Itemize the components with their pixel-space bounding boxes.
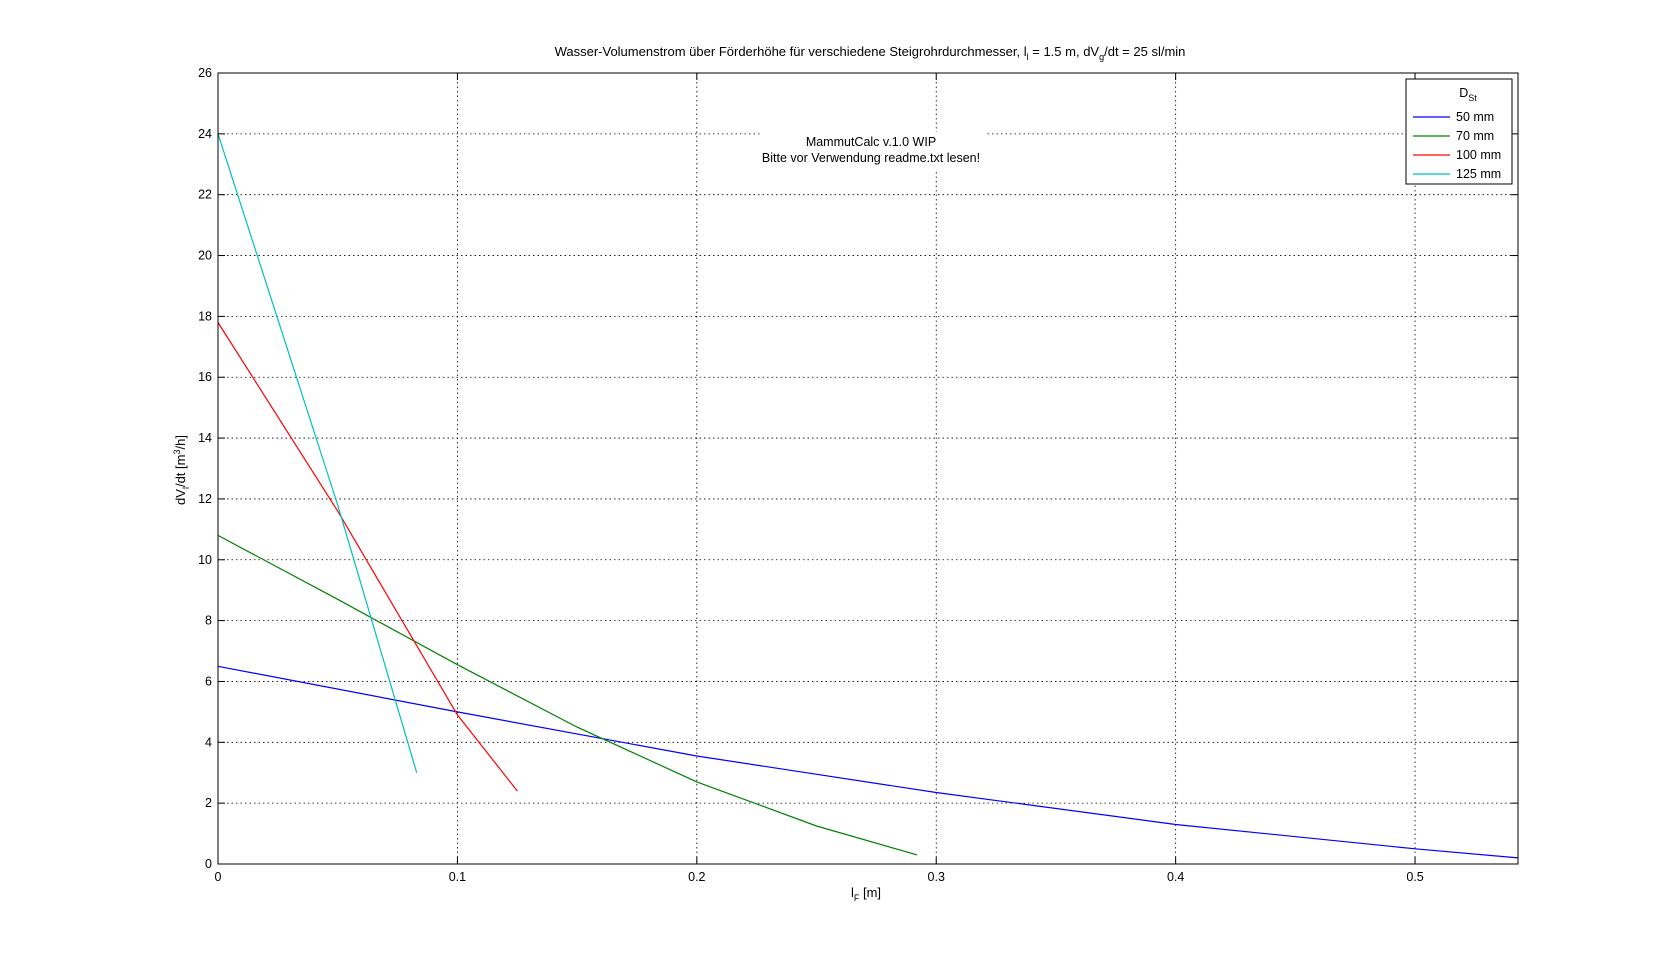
y-tick-label: 24 <box>198 127 212 141</box>
y-axis-label: dVl/dt [m3/h] <box>172 435 191 505</box>
series-line-50-mm <box>217 665 1519 859</box>
x-tick-label: 0.5 <box>1406 870 1423 884</box>
legend-label: 50 mm <box>1456 110 1494 124</box>
x-tick-label: 0.4 <box>1167 870 1184 884</box>
y-tick-label: 2 <box>205 796 212 810</box>
y-tick-label: 20 <box>198 249 212 263</box>
plot-background <box>218 73 1518 864</box>
series-line-70-mm <box>217 534 918 856</box>
y-tick-label: 22 <box>198 188 212 202</box>
y-tick-label: 8 <box>205 614 212 628</box>
x-tick-label: 0.3 <box>928 870 945 884</box>
series-lines <box>217 133 1519 859</box>
legend-label: 125 mm <box>1456 167 1501 181</box>
y-tick-label: 12 <box>198 492 212 506</box>
annotation-background <box>760 132 985 172</box>
y-tick-label: 0 <box>205 857 212 871</box>
x-axis-label: lF [m] <box>851 885 881 903</box>
watermark-annotation: MammutCalc v.1.0 WIP Bitte vor Verwendun… <box>760 132 985 172</box>
series-line-125-mm <box>217 133 418 773</box>
grid-lines <box>218 73 1518 864</box>
annotation-line-1: MammutCalc v.1.0 WIP <box>806 135 936 149</box>
legend-label: 100 mm <box>1456 148 1501 162</box>
chart-title: Wasser-Volumenstrom über Förderhöhe für … <box>555 44 1186 62</box>
y-tick-label: 16 <box>198 370 212 384</box>
y-tick-label: 14 <box>198 431 212 445</box>
x-tick-label: 0.2 <box>688 870 705 884</box>
y-tick-label: 4 <box>205 735 212 749</box>
legend-title: DSt <box>1459 86 1477 103</box>
x-tick-label: 0.1 <box>449 870 466 884</box>
y-tick-label: 26 <box>198 66 212 80</box>
legend: DSt 50 mm 70 mm 100 mm 125 mm <box>1405 78 1513 185</box>
y-tick-label: 10 <box>198 553 212 567</box>
x-tick-label: 0 <box>215 870 222 884</box>
legend-items: 50 mm 70 mm 100 mm 125 mm <box>1413 110 1501 181</box>
series-line-100-mm <box>217 322 518 792</box>
plot-frame <box>217 72 1519 865</box>
y-tick-label: 18 <box>198 309 212 323</box>
legend-box <box>1405 78 1513 185</box>
y-tick-label: 6 <box>205 674 212 688</box>
legend-label: 70 mm <box>1456 129 1494 143</box>
annotation-line-2: Bitte vor Verwendung readme.txt lesen! <box>762 151 980 165</box>
